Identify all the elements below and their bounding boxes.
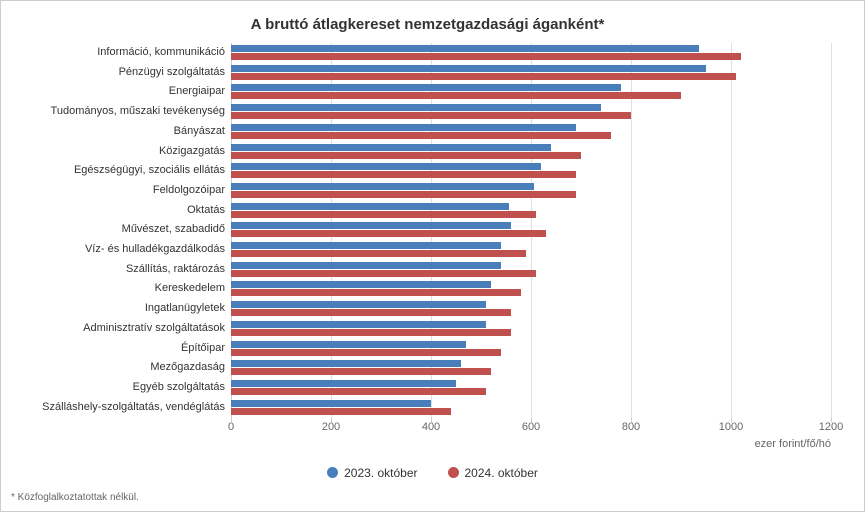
bar-series-1 — [231, 65, 706, 72]
bar-row — [231, 319, 831, 339]
bar-row — [231, 299, 831, 319]
bar-series-2 — [231, 92, 681, 99]
bar-row — [231, 240, 831, 260]
bar-series-2 — [231, 349, 501, 356]
x-tick-label: 600 — [522, 421, 540, 433]
legend-label: 2023. október — [344, 466, 417, 480]
y-category-label: Művészet, szabadidő — [11, 220, 225, 240]
bar-row — [231, 43, 831, 63]
bar-series-1 — [231, 360, 461, 367]
y-category-label: Adminisztratív szolgáltatások — [11, 319, 225, 339]
y-category-label: Közigazgatás — [11, 142, 225, 162]
chart-container: A bruttó átlagkereset nemzetgazdasági ág… — [0, 0, 865, 512]
y-category-label: Bányászat — [11, 122, 225, 142]
legend-swatch — [448, 467, 459, 478]
bar-row — [231, 142, 831, 162]
bar-series-1 — [231, 84, 621, 91]
bar-series-2 — [231, 329, 511, 336]
bar-series-2 — [231, 408, 451, 415]
bar-row — [231, 102, 831, 122]
bar-series-1 — [231, 163, 541, 170]
legend: 2023. október 2024. október — [1, 466, 864, 482]
bar-series-2 — [231, 152, 581, 159]
bar-series-1 — [231, 203, 509, 210]
bar-row — [231, 63, 831, 83]
y-category-label: Egyéb szolgáltatás — [11, 378, 225, 398]
bar-series-1 — [231, 341, 466, 348]
gridline — [831, 43, 832, 418]
y-category-label: Kereskedelem — [11, 279, 225, 299]
y-category-label: Feldolgozóipar — [11, 181, 225, 201]
bar-row — [231, 398, 831, 418]
legend-item: 2023. október — [327, 466, 417, 480]
x-tick-label: 800 — [622, 421, 640, 433]
bar-series-2 — [231, 388, 486, 395]
bar-series-1 — [231, 183, 534, 190]
bar-series-2 — [231, 309, 511, 316]
bar-series-1 — [231, 380, 456, 387]
plot-area: ezer forint/fő/hó 020040060080010001200I… — [231, 43, 831, 433]
bar-series-2 — [231, 171, 576, 178]
bar-series-1 — [231, 45, 699, 52]
y-category-label: Szálláshely-szolgáltatás, vendéglátás — [11, 398, 225, 418]
bar-series-2 — [231, 191, 576, 198]
x-tick-label: 1000 — [719, 421, 743, 433]
chart-title: A bruttó átlagkereset nemzetgazdasági ág… — [11, 16, 844, 33]
bar-series-1 — [231, 222, 511, 229]
y-category-label: Víz- és hulladékgazdálkodás — [11, 240, 225, 260]
bar-row — [231, 82, 831, 102]
bar-series-1 — [231, 144, 551, 151]
bar-row — [231, 220, 831, 240]
x-tick-label: 400 — [422, 421, 440, 433]
legend-label: 2024. október — [465, 466, 538, 480]
footnote: * Közfoglalkoztatottak nélkül. — [11, 492, 139, 503]
bar-series-2 — [231, 250, 526, 257]
bar-row — [231, 260, 831, 280]
bar-series-1 — [231, 262, 501, 269]
bar-row — [231, 201, 831, 221]
bar-series-2 — [231, 73, 736, 80]
x-tick-label: 0 — [228, 421, 234, 433]
bar-row — [231, 339, 831, 359]
y-category-label: Információ, kommunikáció — [11, 43, 225, 63]
y-category-label: Mezőgazdaság — [11, 358, 225, 378]
bar-series-1 — [231, 281, 491, 288]
bar-series-1 — [231, 301, 486, 308]
x-axis-title: ezer forint/fő/hó — [755, 438, 831, 450]
y-category-label: Tudományos, műszaki tevékenység — [11, 102, 225, 122]
bar-row — [231, 161, 831, 181]
bar-row — [231, 181, 831, 201]
x-tick-label: 1200 — [819, 421, 843, 433]
bar-series-2 — [231, 270, 536, 277]
y-category-label: Energiaipar — [11, 82, 225, 102]
bar-series-2 — [231, 368, 491, 375]
x-tick-label: 200 — [322, 421, 340, 433]
legend-item: 2024. október — [448, 466, 538, 480]
y-category-label: Pénzügyi szolgáltatás — [11, 63, 225, 83]
bar-series-2 — [231, 132, 611, 139]
bar-series-2 — [231, 53, 741, 60]
bar-series-2 — [231, 112, 631, 119]
bar-series-2 — [231, 230, 546, 237]
bar-series-1 — [231, 400, 431, 407]
bar-series-1 — [231, 124, 576, 131]
bar-series-1 — [231, 321, 486, 328]
bar-row — [231, 122, 831, 142]
y-category-label: Építőipar — [11, 339, 225, 359]
y-category-label: Ingatlanügyletek — [11, 299, 225, 319]
y-category-label: Szállítás, raktározás — [11, 260, 225, 280]
y-category-label: Egészségügyi, szociális ellátás — [11, 161, 225, 181]
bar-row — [231, 378, 831, 398]
legend-swatch — [327, 467, 338, 478]
bar-series-1 — [231, 104, 601, 111]
bar-series-1 — [231, 242, 501, 249]
bar-row — [231, 279, 831, 299]
bar-series-2 — [231, 289, 521, 296]
bar-series-2 — [231, 211, 536, 218]
y-category-label: Oktatás — [11, 201, 225, 221]
bar-row — [231, 358, 831, 378]
